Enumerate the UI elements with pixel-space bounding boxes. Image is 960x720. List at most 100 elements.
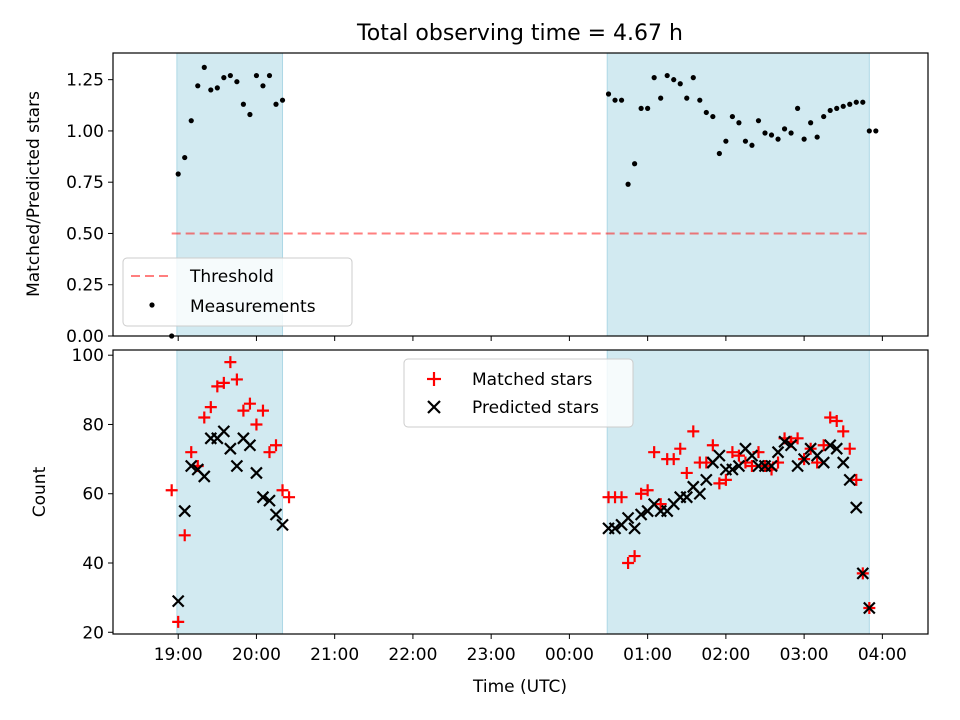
predicted-star-marker: [830, 442, 843, 455]
predicted-star-marker: [276, 518, 289, 532]
matched-star-marker: [811, 456, 824, 469]
measurement-point: [175, 171, 181, 177]
matched-star-marker: [687, 425, 700, 438]
predicted-star-marker: [850, 501, 863, 514]
matched-star-marker: [648, 446, 661, 459]
measurement-point: [755, 118, 762, 124]
measurement-point: [873, 128, 879, 134]
measurement-point: [710, 113, 716, 120]
matched-star-marker: [198, 411, 211, 424]
x-tick-label: 23:00: [467, 645, 516, 665]
matched-star-marker: [674, 442, 687, 455]
x-tick-label: 01:00: [623, 645, 672, 665]
predicted-star-marker: [680, 490, 694, 504]
count-y-tick-label: 40: [82, 554, 104, 574]
x-tick-label: 20:00: [232, 645, 281, 665]
matched-star-marker: [843, 442, 856, 455]
ratio-y-axis-label: Matched/Predicted stars: [24, 91, 44, 297]
matched-star-marker: [706, 439, 719, 452]
observing-interval-shade: [606, 349, 870, 635]
matched-star-marker: [276, 484, 289, 497]
measurement-point: [827, 107, 833, 114]
measurement-point: [618, 97, 625, 103]
measurement-point: [716, 150, 722, 157]
predicted-star-marker: [269, 508, 283, 521]
ratio-y-tick-label: 1.00: [66, 122, 104, 142]
matched-star-marker: [700, 456, 713, 469]
predicted-star-marker: [713, 449, 726, 462]
legend-predicted-label: Predicted stars: [472, 398, 599, 418]
predicted-star-marker: [230, 459, 244, 473]
measurement-point: [847, 101, 853, 107]
count-legend: Matched stars Predicted stars: [403, 358, 634, 428]
measurement-point: [703, 109, 709, 116]
count-legend-box: [403, 358, 634, 428]
observing-interval-shade: [606, 52, 870, 337]
predicted-star-marker: [726, 463, 739, 476]
measurement-point: [801, 136, 807, 142]
predicted-star-marker: [765, 459, 778, 473]
measurement-point: [840, 103, 846, 109]
x-axis-label: Time (UTC): [472, 677, 567, 697]
predicted-star-marker: [778, 435, 791, 449]
measurement-point: [671, 77, 677, 83]
ratio-y-tick-label: 0.50: [66, 224, 104, 244]
predicted-star-marker: [817, 456, 830, 469]
predicted-star-marker: [732, 459, 746, 473]
matched-star-marker: [243, 397, 256, 410]
matched-star-marker: [204, 401, 217, 414]
predicted-star-marker: [856, 567, 870, 580]
predicted-star-marker: [628, 522, 641, 535]
predicted-star-marker: [634, 508, 648, 521]
measurement-point: [821, 113, 827, 120]
measurement-point: [632, 161, 638, 167]
measurement-point: [775, 136, 781, 142]
matched-star-marker: [211, 380, 224, 393]
ratio-panel: 0.00 0.25 0.50 0.75 1.00 1.25 Matched/Predict…: [24, 52, 929, 347]
measurement-point: [645, 105, 651, 111]
matched-star-marker: [719, 473, 732, 486]
predicted-star-marker: [823, 438, 837, 452]
predicted-star-marker: [843, 473, 857, 487]
x-tick-label: 21:00: [310, 645, 359, 665]
legend-matched-swatch: [427, 372, 441, 386]
measurement-point: [240, 101, 246, 107]
ratio-y-tick-label: 1.25: [66, 71, 104, 91]
predicted-star-marker: [608, 522, 622, 535]
measurement-point: [208, 87, 214, 93]
matched-star-marker: [726, 446, 739, 459]
matched-star-marker: [654, 498, 667, 511]
measurement-point: [860, 99, 866, 105]
measurement-point: [273, 101, 279, 107]
predicted-star-marker: [771, 445, 785, 459]
measurement-point: [664, 72, 670, 79]
matched-star-marker: [680, 466, 693, 479]
measurement-point: [814, 134, 820, 140]
count-y-tick-label: 100: [72, 346, 104, 366]
ratio-panel-frame: [112, 52, 929, 337]
matched-star-marker: [850, 473, 863, 486]
predicted-star-marker: [184, 459, 198, 473]
measurement-point: [658, 95, 664, 101]
measurement-point: [729, 113, 736, 120]
ratio-legend: Threshold Measurements: [122, 257, 353, 327]
legend-matched-label: Matched stars: [472, 370, 592, 390]
predicted-star-marker: [263, 494, 276, 507]
x-tick-label: 00:00: [545, 645, 594, 665]
matched-star-marker: [628, 550, 641, 563]
measurement-point: [260, 83, 266, 89]
matched-star-marker: [283, 491, 296, 504]
matched-star-marker: [185, 446, 198, 459]
measurement-point: [768, 132, 775, 138]
matched-star-marker: [256, 404, 269, 417]
legend-measurement-swatch: [149, 302, 155, 308]
measurement-point: [266, 72, 273, 79]
count-y-tick-label: 20: [82, 623, 104, 643]
matched-star-marker: [667, 453, 680, 466]
measurement-point: [723, 138, 729, 144]
predicted-star-marker: [250, 466, 263, 480]
matched-star-marker: [165, 484, 178, 497]
predicted-star-marker: [243, 438, 257, 452]
predicted-star-marker: [217, 425, 231, 438]
